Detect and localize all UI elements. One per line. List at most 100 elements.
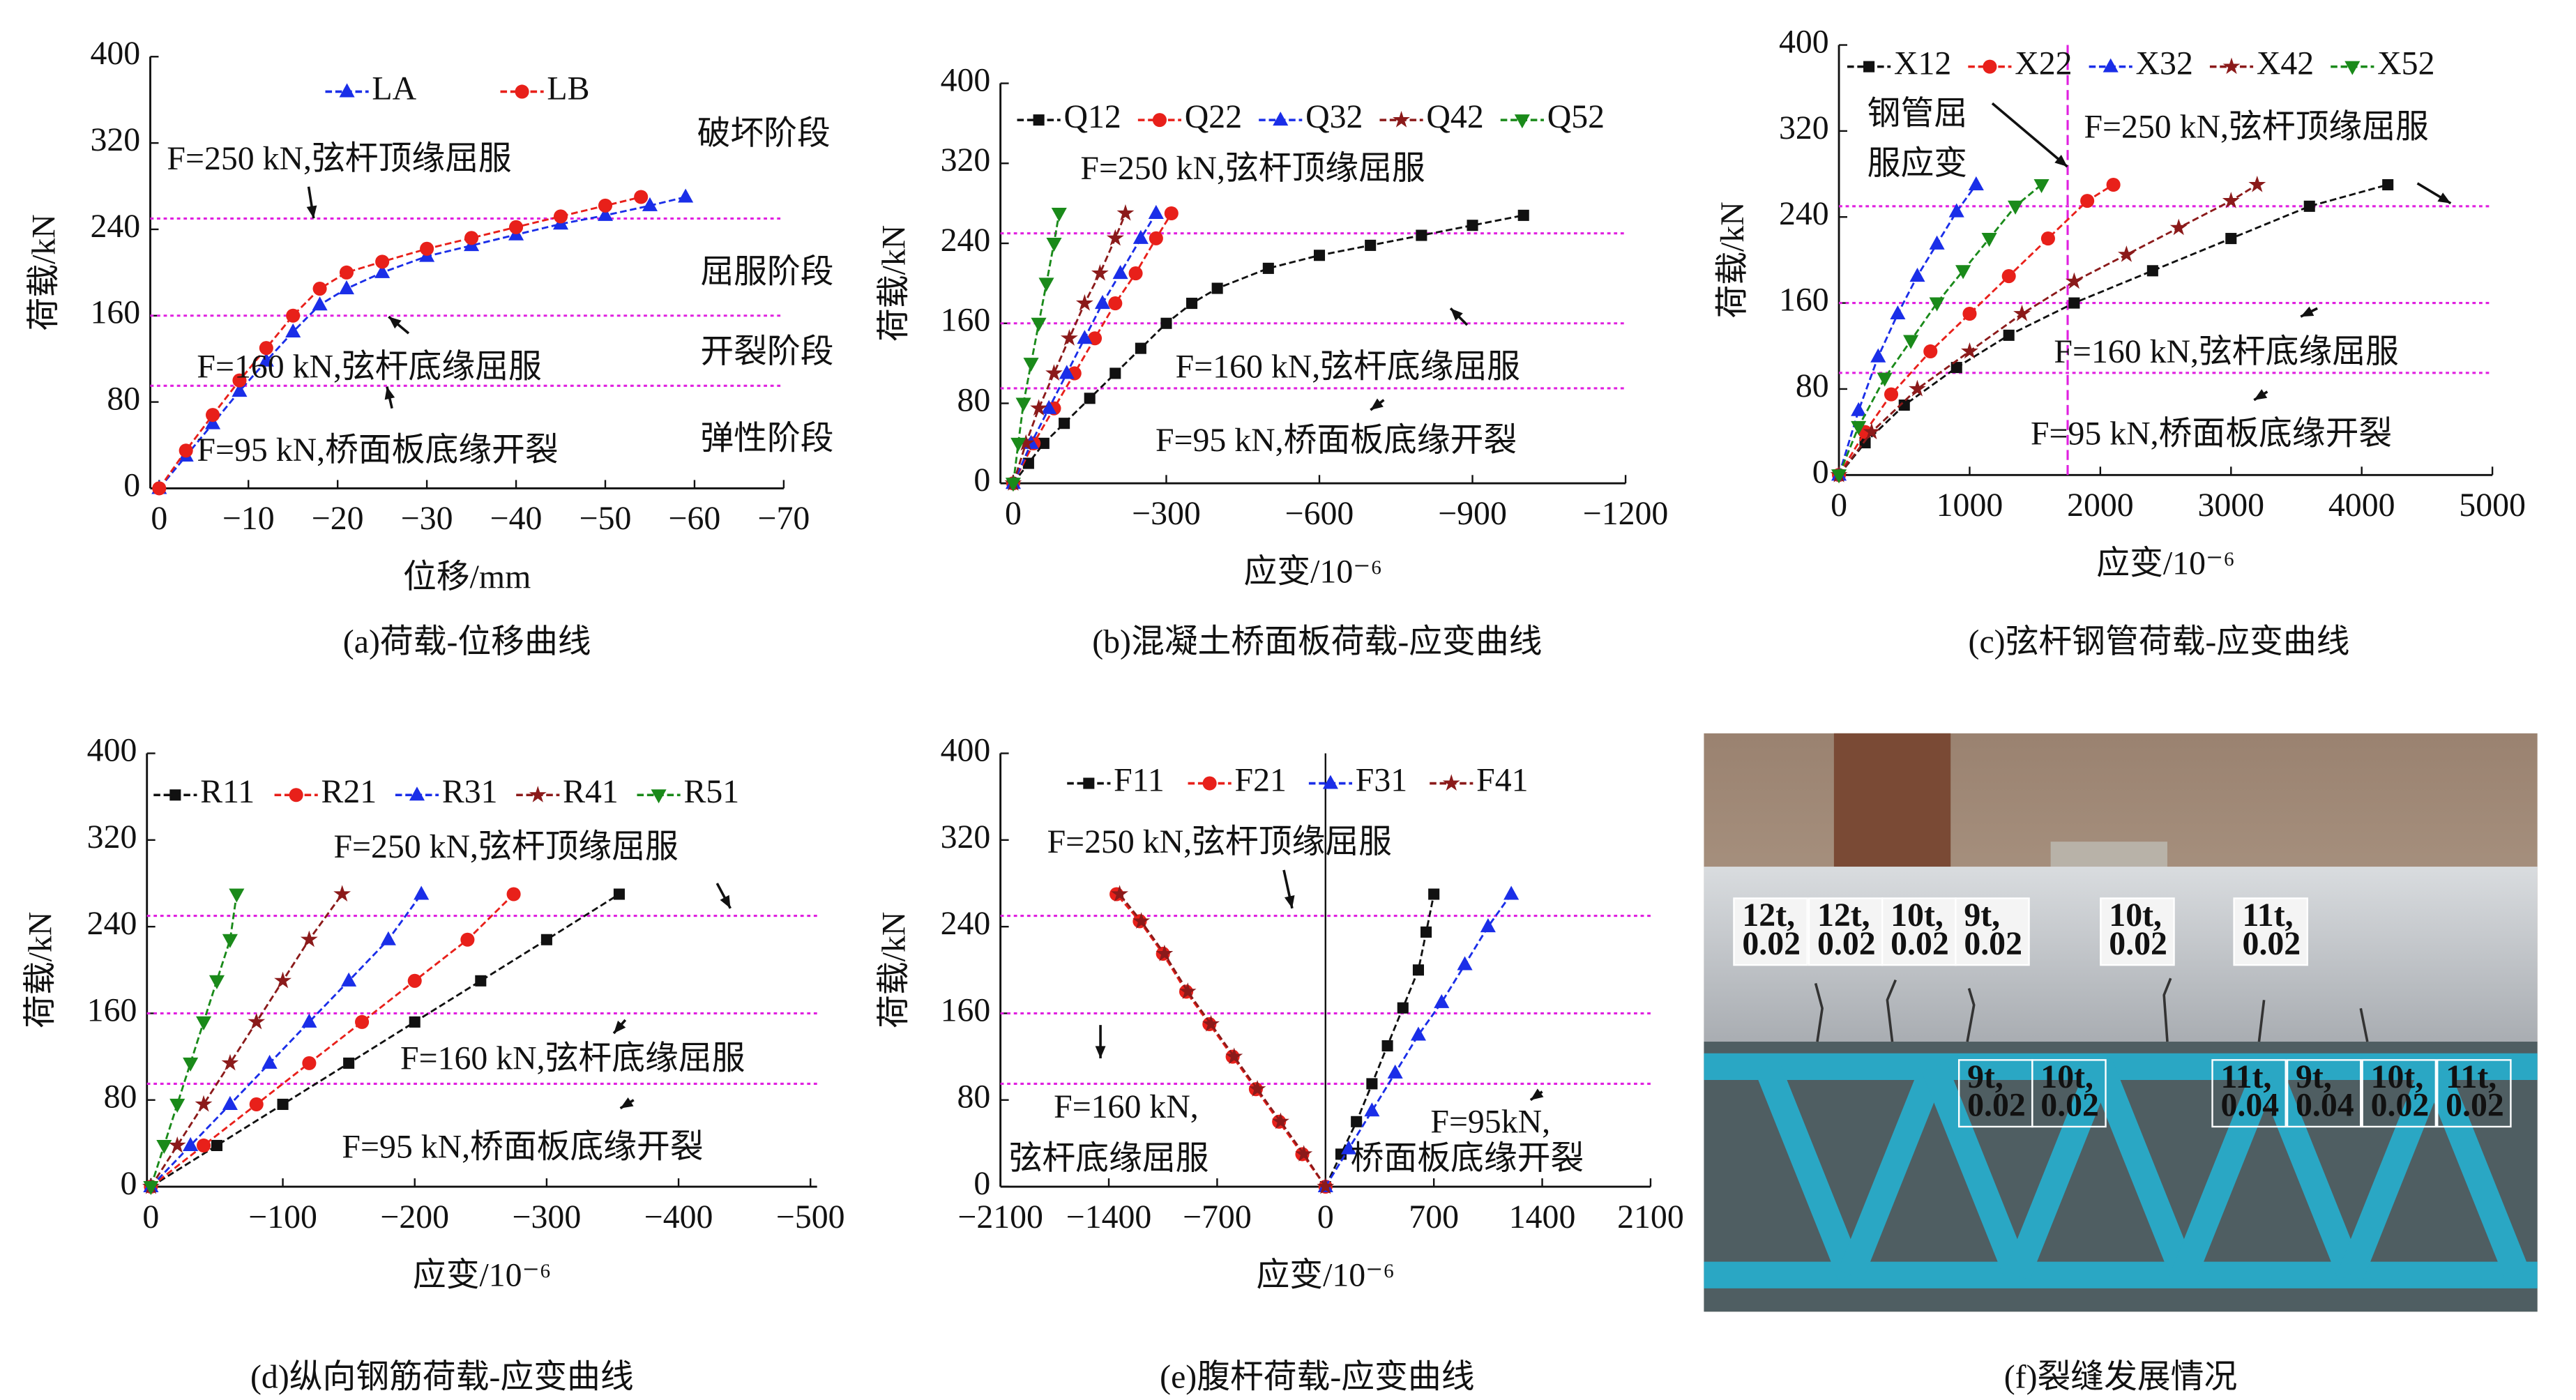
x-tick-label: −100 xyxy=(248,1199,317,1235)
data-point xyxy=(1877,372,1893,387)
data-point xyxy=(2248,175,2266,192)
crack-label: 9t, xyxy=(1967,1058,2003,1095)
data-point xyxy=(1351,1116,1363,1127)
data-point xyxy=(1341,1140,1357,1155)
x-tick-label: 1400 xyxy=(1509,1199,1576,1235)
x-tick-label: 0 xyxy=(1831,487,1847,524)
data-point xyxy=(195,1095,213,1112)
data-point xyxy=(205,415,221,429)
data-point xyxy=(2008,200,2024,215)
data-point xyxy=(1262,262,1274,274)
data-point xyxy=(634,190,649,204)
arrow-head xyxy=(1370,398,1384,411)
legend-marker xyxy=(409,786,425,801)
series-line xyxy=(1119,893,1326,1187)
crack-label: 0.02 xyxy=(1967,1087,2026,1124)
x-tick-label: 0 xyxy=(1005,495,1022,532)
arrow-head xyxy=(1450,308,1463,321)
data-point xyxy=(374,264,391,278)
series-line xyxy=(1115,893,1326,1187)
legend-marker xyxy=(1202,776,1217,791)
data-point xyxy=(1890,305,1906,320)
data-point xyxy=(1111,885,1128,902)
x-axis-label: 应变/10⁻⁶ xyxy=(1244,554,1383,591)
data-point xyxy=(1923,344,1938,359)
data-point xyxy=(1112,264,1128,280)
data-point xyxy=(2225,233,2237,245)
x-tick-label: −50 xyxy=(579,500,632,537)
data-point xyxy=(1397,1002,1409,1014)
crack-label-box xyxy=(2437,1059,2512,1128)
data-point xyxy=(407,973,422,988)
annotation: F=95 kN,桥面板底缘开裂 xyxy=(342,1128,703,1165)
y-tick-label: 320 xyxy=(87,819,137,855)
legend-label: F31 xyxy=(1356,761,1407,798)
data-point xyxy=(509,220,524,234)
series-line xyxy=(150,894,238,1187)
y-tick-label: 80 xyxy=(957,1079,991,1116)
arrow-head xyxy=(2437,192,2451,204)
arrow-head xyxy=(614,1020,626,1034)
data-point xyxy=(262,1054,278,1069)
y-tick-label: 240 xyxy=(90,208,140,245)
x-tick-label: −70 xyxy=(757,500,810,537)
x-tick-label: 0 xyxy=(1317,1199,1334,1235)
annotation: F=95kN, xyxy=(1430,1104,1550,1141)
data-point xyxy=(2003,329,2015,341)
legend-marker xyxy=(1514,114,1530,129)
data-point xyxy=(1909,267,1925,282)
data-point xyxy=(1420,926,1432,938)
crack-label-box xyxy=(1733,897,1808,966)
series-line xyxy=(150,893,343,1187)
crack-label: 0.02 xyxy=(2243,925,2301,962)
y-tick-label: 80 xyxy=(957,381,991,418)
data-point xyxy=(197,1138,211,1153)
x-axis-label: 应变/10⁻⁶ xyxy=(1256,1256,1395,1293)
annotation: F=95 kN,桥面板底缘开裂 xyxy=(2031,415,2392,452)
arrow-head xyxy=(1284,895,1295,908)
y-tick-label: 240 xyxy=(87,905,137,942)
data-point xyxy=(1128,266,1143,281)
data-point xyxy=(1179,982,1197,999)
data-point xyxy=(1457,956,1473,971)
data-point xyxy=(1060,329,1078,346)
arrow-head xyxy=(2054,154,2068,167)
y-tick-label: 240 xyxy=(941,905,991,942)
data-point xyxy=(183,1057,199,1072)
data-point xyxy=(1950,362,1962,374)
y-tick-label: 240 xyxy=(941,222,991,259)
data-point xyxy=(2117,245,2135,262)
annotation: 钢管屈 xyxy=(1867,95,1967,132)
y-axis-label: 荷载/kN xyxy=(875,912,912,1028)
data-point xyxy=(540,934,552,945)
data-point xyxy=(1046,237,1062,252)
data-point xyxy=(1317,1177,1335,1194)
cracks xyxy=(1814,977,2369,1042)
legend-marker xyxy=(1033,114,1045,126)
x-tick-label: −40 xyxy=(490,500,543,537)
x-tick-label: −300 xyxy=(513,1199,582,1235)
legend-label: Q32 xyxy=(1305,98,1363,135)
caption: (a)荷载-位移曲线 xyxy=(343,623,591,660)
data-point xyxy=(302,1056,317,1070)
data-point xyxy=(1859,436,1871,449)
crack-label-box xyxy=(1955,897,2030,966)
crack-label-box xyxy=(2031,1059,2107,1128)
data-point xyxy=(312,282,327,296)
data-point xyxy=(2001,269,2016,284)
series-line xyxy=(1838,183,2114,476)
x-tick-label: −1400 xyxy=(1066,1199,1152,1235)
data-point xyxy=(1010,437,1026,452)
y-axis-label: 荷载/kN xyxy=(25,214,62,330)
data-point xyxy=(1202,1014,1220,1032)
data-point xyxy=(179,443,193,458)
annotation: 弦杆底缘屈服 xyxy=(1009,1140,1209,1177)
legend-marker xyxy=(1393,110,1410,128)
data-point xyxy=(1005,478,1021,492)
legend-marker xyxy=(1442,774,1460,791)
data-point xyxy=(333,885,351,902)
x-tick-label: −2100 xyxy=(957,1199,1043,1235)
data-point xyxy=(2065,272,2083,289)
crack-label-box xyxy=(2100,897,2175,966)
series-line xyxy=(1838,183,2043,475)
